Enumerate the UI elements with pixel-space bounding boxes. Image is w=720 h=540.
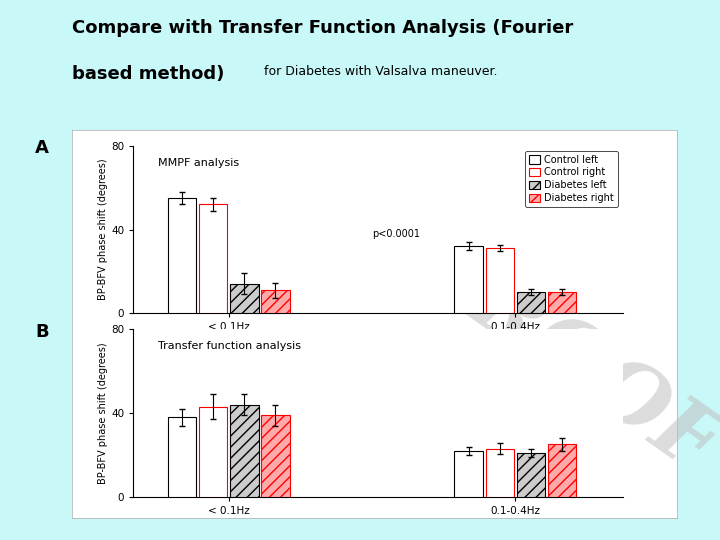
Bar — [168, 198, 197, 313]
Text: A: A — [35, 139, 49, 157]
Bar — [516, 292, 545, 313]
Bar — [199, 407, 228, 497]
Text: based method): based method) — [72, 65, 225, 83]
Bar — [168, 417, 197, 497]
Text: B: B — [35, 323, 49, 341]
Text: p<0.0001: p<0.0001 — [372, 228, 420, 239]
Legend: Control left, Control right, Diabetes left, Diabetes right: Control left, Control right, Diabetes le… — [525, 151, 618, 207]
Bar — [199, 204, 228, 313]
Bar — [548, 444, 576, 497]
Bar — [230, 405, 258, 497]
Bar — [485, 248, 514, 313]
Text: for Diabetes with Valsalva maneuver.: for Diabetes with Valsalva maneuver. — [256, 65, 497, 78]
Text: Compare with Transfer Function Analysis (Fourier: Compare with Transfer Function Analysis … — [72, 19, 573, 37]
Bar — [548, 292, 576, 313]
Bar — [261, 290, 289, 313]
Text: PROOF: PROOF — [402, 221, 720, 489]
Text: MMPF analysis: MMPF analysis — [158, 158, 239, 167]
Bar — [454, 451, 483, 497]
Y-axis label: BP-BFV phase shift (degrees): BP-BFV phase shift (degrees) — [98, 342, 108, 484]
Bar — [516, 453, 545, 497]
Bar — [261, 415, 289, 497]
Y-axis label: BP-BFV phase shift (degrees): BP-BFV phase shift (degrees) — [98, 159, 108, 300]
Bar — [230, 284, 258, 313]
Bar — [485, 449, 514, 497]
Text: Transfer function analysis: Transfer function analysis — [158, 341, 301, 351]
Bar — [454, 246, 483, 313]
